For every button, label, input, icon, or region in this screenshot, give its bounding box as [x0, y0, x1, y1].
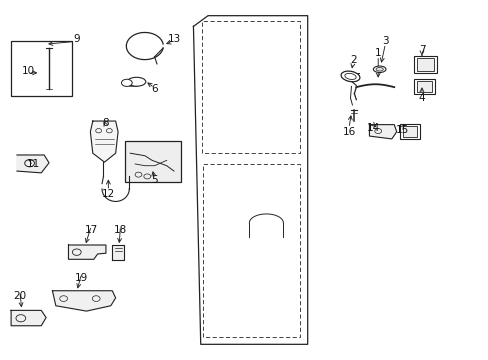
Ellipse shape: [340, 71, 359, 82]
Bar: [11, 41, 72, 96]
Polygon shape: [17, 155, 49, 173]
Bar: [413, 79, 434, 94]
Ellipse shape: [375, 67, 383, 71]
Text: 12: 12: [102, 189, 115, 199]
Ellipse shape: [121, 79, 132, 86]
Ellipse shape: [372, 66, 385, 72]
Polygon shape: [68, 245, 106, 259]
Polygon shape: [90, 121, 118, 162]
Text: 10: 10: [21, 66, 35, 76]
Bar: [416, 58, 433, 71]
Text: 11: 11: [26, 159, 40, 169]
Text: 16: 16: [342, 127, 355, 137]
Text: 5: 5: [151, 175, 158, 185]
Text: 13: 13: [167, 34, 180, 44]
Text: 6: 6: [151, 84, 158, 94]
Text: 1: 1: [374, 48, 381, 58]
Text: 14: 14: [366, 123, 379, 133]
Text: 4: 4: [418, 93, 425, 103]
Text: 18: 18: [114, 225, 127, 235]
Polygon shape: [11, 310, 46, 326]
Polygon shape: [112, 245, 123, 260]
Text: 17: 17: [84, 225, 98, 235]
Bar: [402, 126, 416, 138]
Polygon shape: [52, 291, 116, 311]
Text: 8: 8: [102, 118, 109, 128]
Text: 15: 15: [395, 125, 408, 135]
Text: 2: 2: [350, 55, 356, 65]
Text: 7: 7: [418, 45, 425, 55]
Text: 9: 9: [73, 34, 80, 44]
Ellipse shape: [127, 77, 145, 86]
Text: 19: 19: [75, 273, 88, 283]
Bar: [125, 141, 181, 182]
Bar: [399, 124, 419, 139]
Text: 20: 20: [13, 291, 26, 301]
Ellipse shape: [344, 73, 355, 80]
Polygon shape: [369, 125, 396, 139]
Bar: [413, 56, 436, 73]
Bar: [416, 81, 431, 92]
Text: 3: 3: [382, 36, 388, 46]
